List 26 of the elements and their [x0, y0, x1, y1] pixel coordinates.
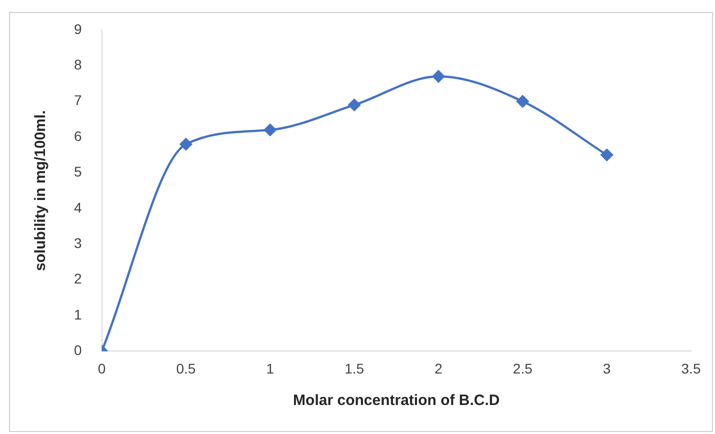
y-axis-title: solubility in mg/100ml. [32, 110, 50, 272]
x-tick-label: 3 [602, 360, 611, 376]
y-tick-label: 5 [74, 164, 82, 180]
y-tick-label: 7 [74, 92, 82, 108]
x-tick-label: 2 [434, 360, 443, 376]
y-tick-label: 8 [74, 56, 82, 73]
x-tick-label: 1.5 [344, 360, 364, 376]
x-tick-label: 0.5 [176, 360, 196, 376]
point [516, 95, 529, 108]
y-tick-label: 3 [74, 234, 82, 251]
y-tick-label: 9 [74, 20, 82, 37]
point [432, 70, 445, 83]
x-axis-title: Molar concentration of B.C.D [293, 392, 500, 410]
point [180, 138, 192, 150]
y-tick-label: 4 [74, 199, 82, 216]
point [600, 148, 613, 162]
point [348, 98, 360, 112]
y-tick-label: 6 [74, 128, 82, 144]
x-tick-label: 0 [98, 360, 106, 376]
y-tick-label: 2 [74, 270, 82, 287]
x-tick-label: 3.5 [681, 360, 701, 376]
x-tick-label: 2.5 [512, 360, 533, 376]
point [264, 124, 276, 136]
x-tick-label: 1 [266, 360, 274, 376]
y-tick-label: 0 [74, 342, 82, 358]
y-tick-label: 1 [74, 306, 82, 322]
